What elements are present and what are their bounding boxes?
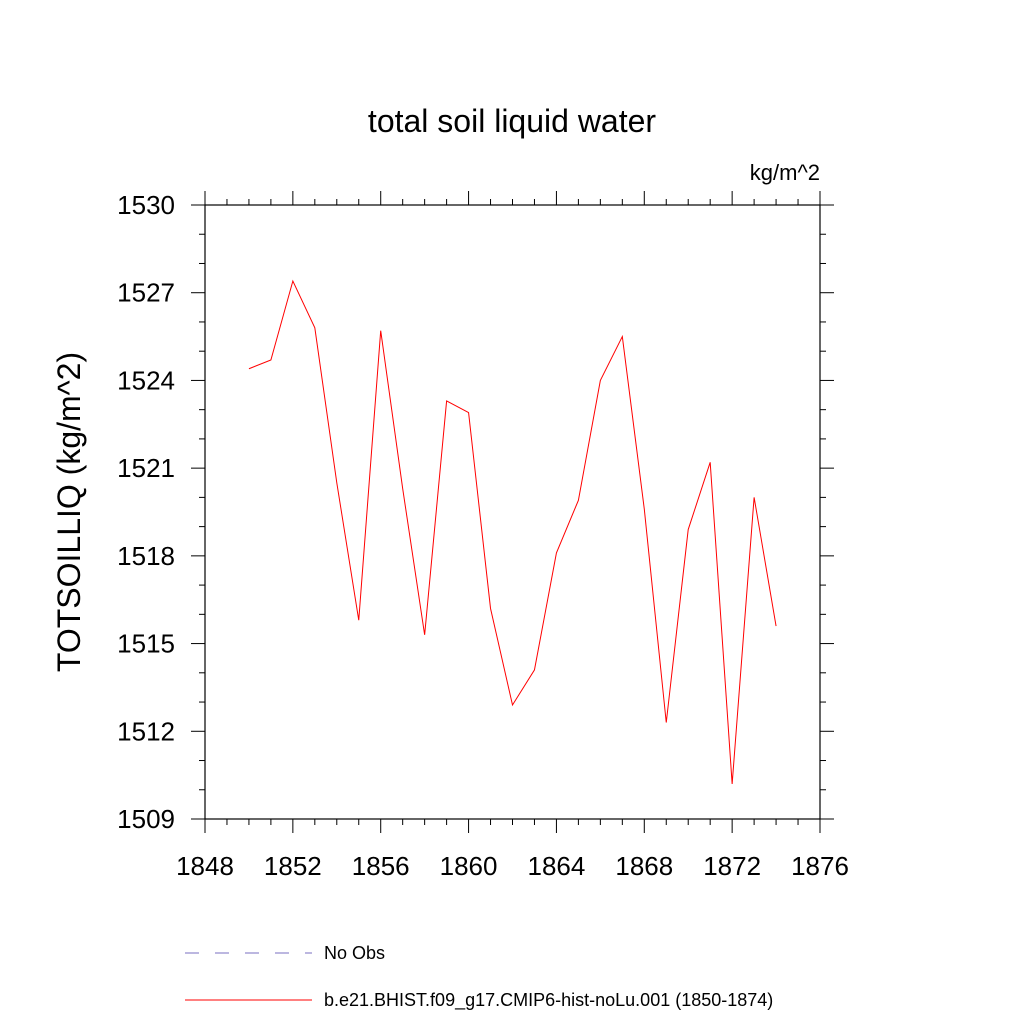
chart-title: total soil liquid water [368,103,656,139]
legend-label: No Obs [324,943,385,963]
x-tick-label: 1872 [703,851,761,881]
y-tick-label: 1512 [117,716,175,746]
axes: 1848 1852 1856 1860 1864 1868 1872 1876 1509 1512… [117,190,849,881]
x-tick-label: 1848 [176,851,234,881]
y-tick-label: 1521 [117,453,175,483]
y-tick-label: 1527 [117,278,175,308]
series-layer [248,279,777,784]
x-tick-label: 1852 [264,851,322,881]
x-tick-label: 1864 [528,851,586,881]
x-tick-label: 1868 [615,851,673,881]
units-label: kg/m^2 [750,160,820,185]
x-tick-label: 1856 [352,851,410,881]
y-tick-label: 1524 [117,365,175,395]
series-line [248,279,777,784]
legend-label: b.e21.BHIST.f09_g17.CMIP6-hist-noLu.001 … [324,990,773,1011]
y-axis-label: TOTSOILLIQ (kg/m^2) [51,352,87,672]
x-tick-label: 1860 [440,851,498,881]
y-tick-label: 1515 [117,629,175,659]
y-tick-label: 1518 [117,541,175,571]
legend: No Obs b.e21.BHIST.f09_g17.CMIP6-hist-noL… [185,943,773,1011]
y-tick-label: 1509 [117,804,175,834]
y-tick-label: 1530 [117,190,175,220]
x-tick-label: 1876 [791,851,849,881]
